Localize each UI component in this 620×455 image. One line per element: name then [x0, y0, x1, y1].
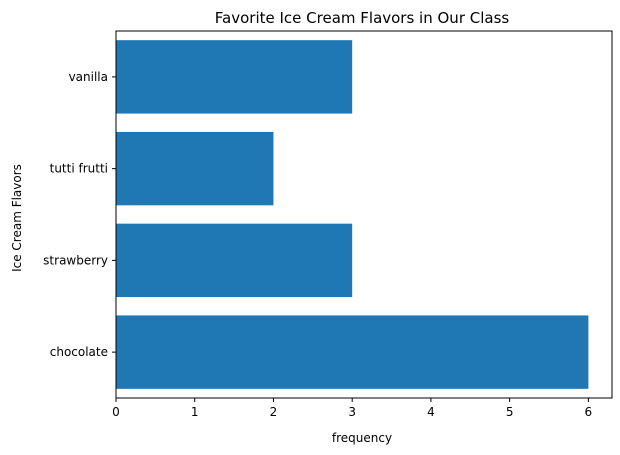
bar-tutti-frutti	[116, 131, 274, 206]
x-axis-ticks: 0 1 2 3 4 5 6	[112, 398, 592, 419]
bars-group	[116, 40, 589, 389]
bar-vanilla	[116, 40, 353, 114]
y-tick-label: vanilla	[69, 70, 108, 84]
y-tick-label: strawberry	[43, 253, 108, 267]
y-tick-label: tutti frutti	[50, 162, 108, 176]
bar-chocolate	[116, 315, 589, 389]
x-tick-label: 5	[506, 405, 514, 419]
y-axis-ticks: chocolate strawberry tutti frutti vanilla	[43, 70, 116, 359]
y-tick-label: chocolate	[50, 345, 108, 359]
bar-strawberry	[116, 223, 353, 298]
x-tick-label: 2	[270, 405, 278, 419]
x-axis-label: frequency	[332, 431, 392, 445]
x-tick-label: 6	[585, 405, 593, 419]
x-tick-label: 3	[348, 405, 356, 419]
x-tick-label: 4	[427, 405, 435, 419]
x-tick-label: 0	[112, 405, 120, 419]
plot-frame	[115, 30, 613, 399]
chart-title: Favorite Ice Cream Flavors in Our Class	[215, 9, 510, 27]
x-tick-label: 1	[191, 405, 199, 419]
y-axis-label: Ice Cream Flavors	[10, 164, 24, 272]
